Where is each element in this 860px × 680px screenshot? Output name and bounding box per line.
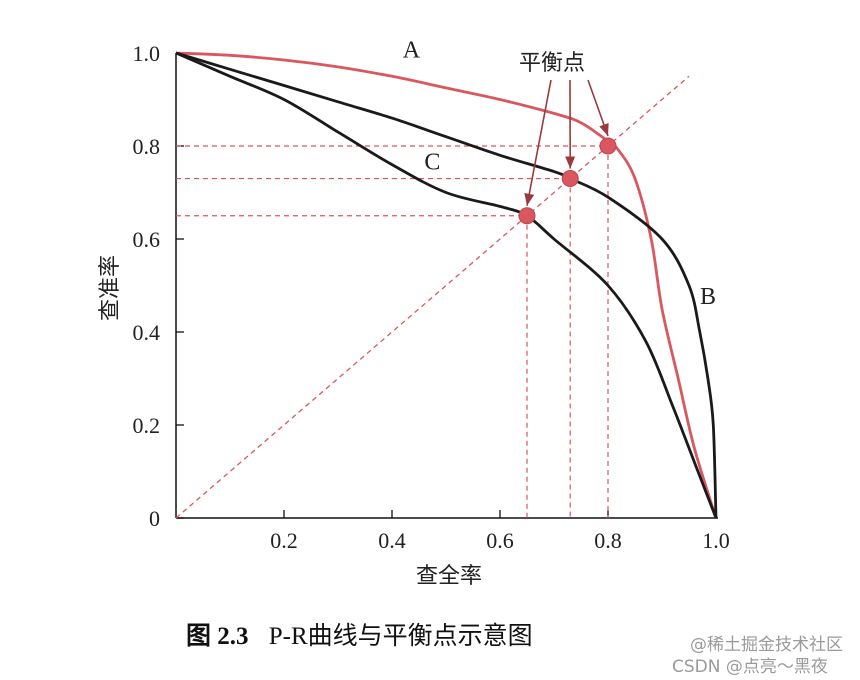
figure-caption: 图 2.3 P-R曲线与平衡点示意图 xyxy=(186,622,533,650)
x-tick-label: 0.6 xyxy=(486,528,514,553)
curve-labels: A B C xyxy=(403,38,716,310)
y-tick-label: 0.4 xyxy=(133,320,161,345)
y-tick-label: 0 xyxy=(149,506,160,531)
arrow-head xyxy=(599,123,609,136)
caption-number: 图 2.3 xyxy=(186,623,249,650)
x-tick-group: 0.2 0.4 0.6 0.8 1.0 xyxy=(270,510,730,553)
x-tick-label: 0.2 xyxy=(270,528,298,553)
break-even-markers xyxy=(518,137,617,225)
x-tick-label: 0.4 xyxy=(378,528,406,553)
annotation-arrows xyxy=(524,79,609,206)
y-axis-label: 查准率 xyxy=(98,255,123,321)
equality-line xyxy=(175,75,690,519)
break-even-point xyxy=(599,137,617,155)
arrow-head xyxy=(524,193,535,206)
caption-text: P-R曲线与平衡点示意图 xyxy=(269,622,533,650)
arrow-line xyxy=(526,79,552,206)
curve-label-a: A xyxy=(403,38,421,64)
x-tick-label: 1.0 xyxy=(702,528,730,553)
watermark-line1: @稀土掘金技术社区 xyxy=(690,635,843,655)
y-tick-label: 0.8 xyxy=(133,134,161,159)
arrow-head xyxy=(565,156,576,169)
curve-label-b: B xyxy=(700,284,716,310)
y-tick-label: 1.0 xyxy=(133,41,161,66)
break-even-guides xyxy=(175,75,690,519)
break-even-point xyxy=(518,207,536,225)
x-tick-label: 0.8 xyxy=(594,528,622,553)
curve-a xyxy=(175,51,718,519)
break-even-point xyxy=(561,170,579,188)
y-tick-label: 0.2 xyxy=(133,413,161,438)
y-tick-label: 0.6 xyxy=(133,227,161,252)
annotation-label: 平衡点 xyxy=(519,51,585,76)
watermark-line2: CSDN @点亮～黑夜 xyxy=(672,657,828,677)
y-tick-group: 0 0.2 0.4 0.6 0.8 1.0 xyxy=(133,41,184,531)
x-axis-label: 查全率 xyxy=(416,564,482,589)
curve-label-c: C xyxy=(424,149,440,175)
